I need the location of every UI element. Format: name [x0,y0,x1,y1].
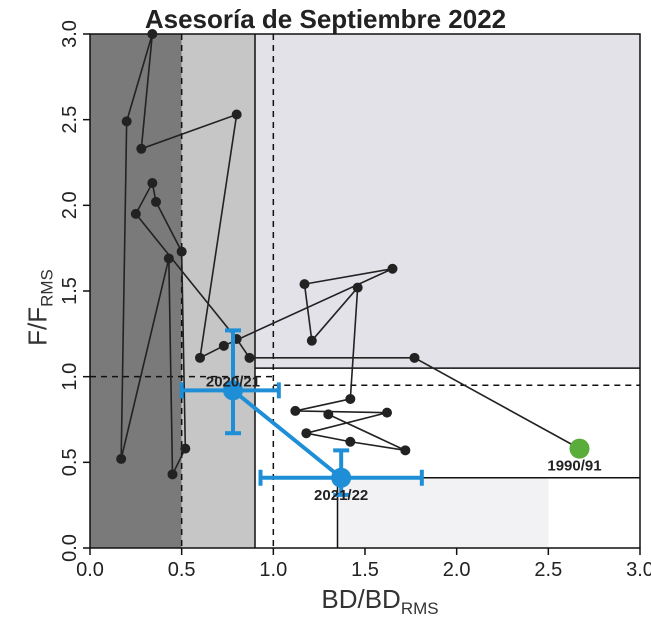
trajectory-point [387,263,398,274]
zone-overfishing [255,34,640,369]
y-tick-label: 0.5 [59,448,81,476]
x-tick-label: 3.0 [626,559,651,581]
trajectory-point [306,335,317,346]
trajectory-point [345,393,356,404]
trajectory-point [180,443,191,454]
trajectory-point [121,116,132,127]
trajectory-point [400,445,411,456]
y-axis-label-main: F/F [22,306,53,346]
x-axis-label-main: BD/BD [321,584,401,614]
trajectory-point [409,352,420,363]
trajectory-point [116,453,127,464]
trajectory-point [244,352,255,363]
trajectory-point [195,352,205,363]
trajectory-point [130,208,141,219]
trajectory-point [382,407,392,418]
y-tick-label: 1.5 [59,277,81,305]
x-tick-label: 0.5 [168,559,196,581]
assessment-point [223,380,243,401]
trajectory-point [301,428,312,439]
y-tick-label: 2.5 [59,106,81,134]
y-tick-label: 3.0 [59,20,81,48]
trajectory-point [323,409,334,420]
zone-overexploited [181,34,255,548]
start-point [569,438,590,459]
trajectory-point [345,436,356,447]
trajectory-point [167,469,178,480]
y-tick-label: 1.0 [59,363,81,391]
x-tick-label: 1.0 [259,559,287,581]
x-tick-label: 0.0 [76,559,104,581]
trajectory-point [151,196,161,207]
trajectory-point [231,109,242,120]
chart-title: Asesoría de Septiembre 2022 [144,4,507,34]
zone-collapsed [90,34,182,548]
zone-lower-right [337,477,549,548]
trajectory-point [299,279,310,290]
x-axis-label-sub: RMS [400,599,439,618]
trajectory-point [290,405,301,416]
trajectory-point [136,143,147,154]
trajectory-point [147,178,158,189]
x-axis-label: BD/BDRMS [250,584,510,619]
trajectory-point [218,340,229,351]
assessment-point [331,467,352,488]
assessment-link [231,388,343,480]
trajectory-point [352,282,363,293]
x-tick-label: 2.5 [534,559,562,581]
assessment-label: 2020/21 [206,373,260,390]
assessment-label: 2021/22 [314,487,368,504]
y-tick-label: 2.0 [59,191,81,219]
trajectory-point [163,253,174,264]
start-label: 1990/91 [547,458,601,475]
trajectory-point [147,29,158,39]
trajectory-point [176,246,187,257]
y-tick-label: 0.0 [59,534,81,562]
y-axis-label-sub: RMS [37,269,57,307]
x-tick-label: 1.5 [351,559,379,581]
x-tick-label: 2.0 [443,559,471,581]
y-axis-label: F/FRMS [23,208,58,408]
